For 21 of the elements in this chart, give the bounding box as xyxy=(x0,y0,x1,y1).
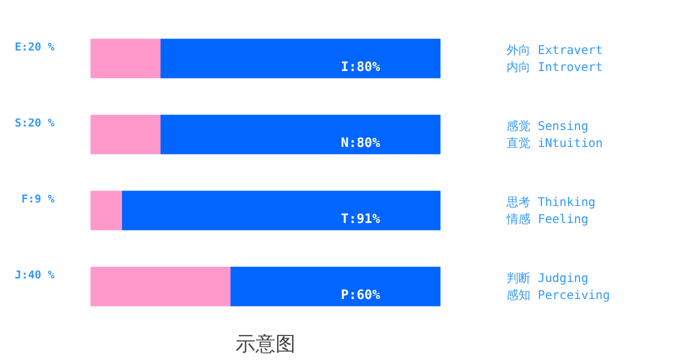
y-tick-label: 判断 Judging 感知 Perceiving xyxy=(506,271,610,302)
data-label: I:80% xyxy=(340,60,380,76)
y-tick-label: 感觉 Sensing 直觉 iNtuition xyxy=(506,119,603,150)
bar xyxy=(160,38,440,78)
y-tick-label: 外向 Extravert 内向 Introvert xyxy=(506,43,603,74)
data-label: T:91% xyxy=(340,212,380,228)
bar xyxy=(90,114,160,154)
y-tick-label: 思考 Thinking 情感 Feeling xyxy=(506,195,596,226)
bar xyxy=(90,190,122,230)
text: 示意图 xyxy=(236,332,296,356)
data-label: S:20 % xyxy=(14,116,55,130)
bar xyxy=(90,266,230,306)
data-label: N:80% xyxy=(340,136,380,152)
bar xyxy=(122,190,440,230)
bar xyxy=(230,266,440,306)
data-label: J:40 % xyxy=(14,268,55,282)
data-label: F:9 % xyxy=(21,192,55,206)
bar xyxy=(90,38,160,78)
bar xyxy=(160,114,440,154)
data-label: E:20 % xyxy=(14,40,55,54)
data-label: P:60% xyxy=(340,288,380,304)
